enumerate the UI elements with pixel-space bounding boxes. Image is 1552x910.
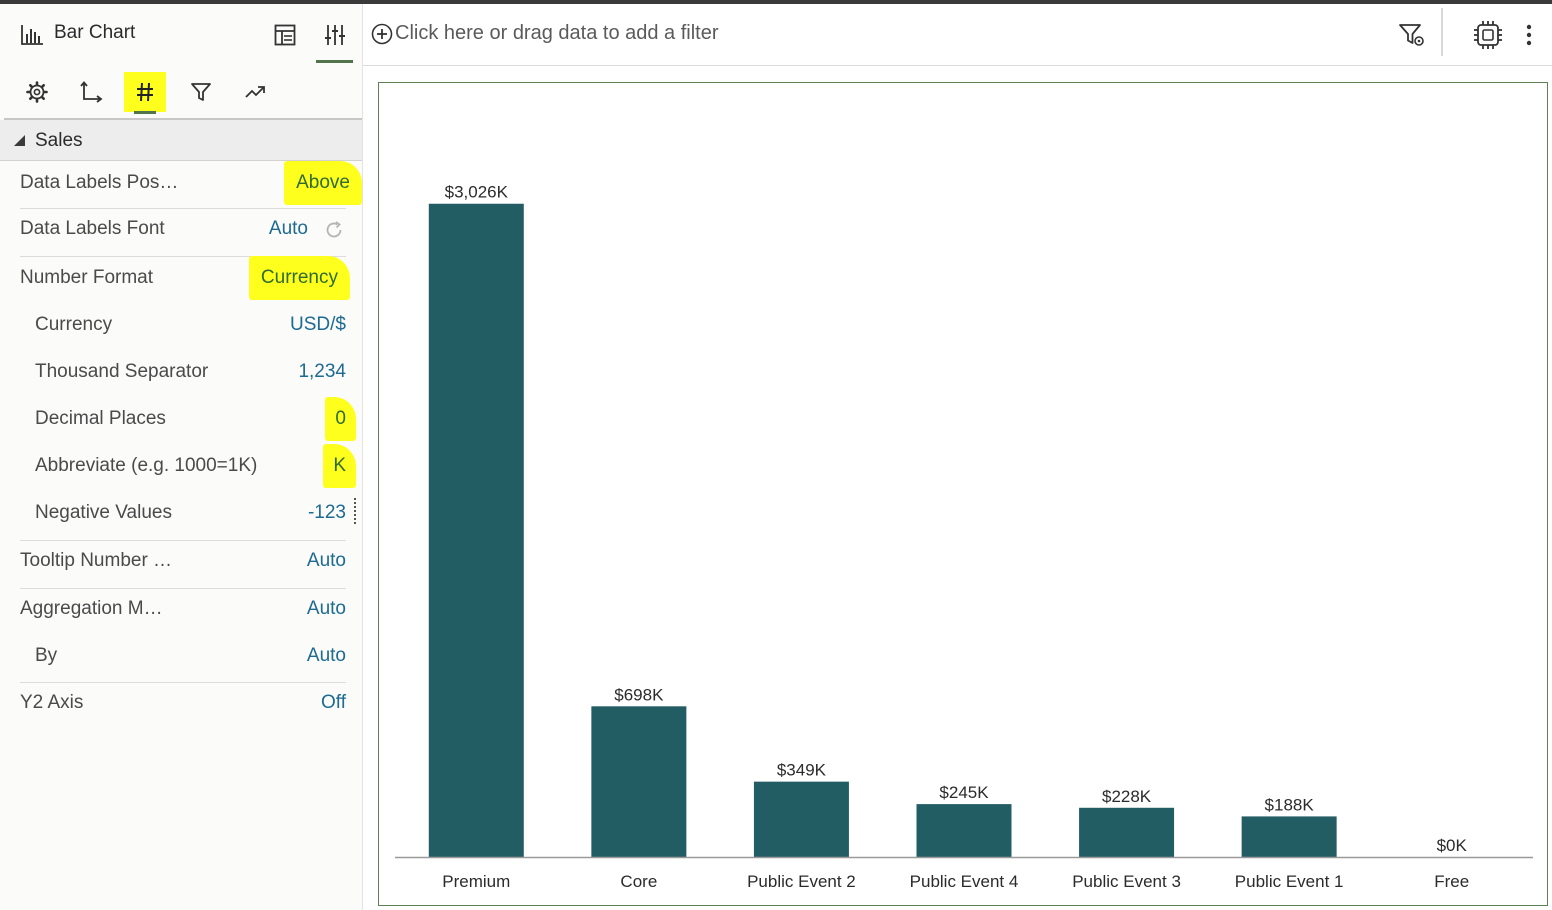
properties-panel: Bar Chart — [0, 4, 363, 910]
prop-label: Tooltip Number … — [20, 550, 173, 571]
add-filter-prompt[interactable]: Click here or drag data to add a filter — [395, 22, 719, 44]
row-divider — [20, 208, 346, 209]
grammar-icon — [274, 24, 296, 46]
filter-settings-icon[interactable] — [1397, 20, 1427, 50]
row-divider — [20, 256, 346, 257]
data-label-6: $0K — [1437, 836, 1468, 855]
prop-value-data-labels-font[interactable]: Auto — [268, 218, 308, 239]
prop-value-tooltip-number[interactable]: Auto — [306, 550, 346, 571]
top-border — [0, 0, 1552, 4]
prop-label: Data Labels Font — [20, 218, 165, 239]
filter-icon — [191, 83, 211, 101]
values-tab[interactable] — [124, 72, 166, 114]
prop-value-currency[interactable]: USD/$ — [290, 314, 346, 335]
collapse-triangle-icon — [14, 135, 25, 146]
bar-chart-icon — [21, 25, 43, 45]
chart-type-label[interactable]: Bar Chart — [54, 22, 136, 43]
prop-value-aggregation-method[interactable]: Auto — [306, 598, 346, 619]
row-divider — [20, 540, 346, 541]
prop-value-abbreviate[interactable]: K — [323, 444, 356, 488]
row-divider — [20, 682, 346, 683]
prop-value-decimal-places[interactable]: 0 — [325, 397, 356, 441]
prop-row-y2-axis: Y2 Axis Off — [0, 680, 362, 726]
prop-row-thousand-separator: Thousand Separator 1,234 — [0, 349, 362, 395]
prop-label: Thousand Separator — [35, 361, 209, 382]
hash-icon — [137, 82, 153, 102]
x-tick-label-2: Public Event 2 — [747, 872, 856, 891]
prop-value-number-format[interactable]: Currency — [248, 256, 350, 300]
panel-header: Bar Chart — [0, 4, 362, 64]
prop-row-negative-values: Negative Values -123 — [0, 490, 362, 536]
prop-label: Data Labels Pos… — [20, 172, 179, 193]
axis-tab[interactable] — [70, 72, 112, 112]
section-header-sales[interactable]: Sales — [0, 120, 362, 161]
add-circle-icon[interactable] — [371, 23, 393, 45]
bar-4[interactable] — [1079, 807, 1175, 857]
prop-row-decimal-places: Decimal Places 0 — [0, 396, 362, 442]
more-vertical-icon[interactable] — [1521, 20, 1537, 50]
analytics-tab[interactable] — [234, 72, 276, 112]
active-panel-indicator — [316, 60, 353, 63]
prop-value-by[interactable]: Auto — [306, 645, 346, 666]
data-label-4: $228K — [1102, 787, 1152, 806]
prop-row-number-format: Number Format Currency — [0, 255, 362, 301]
prop-row-by: By Auto — [0, 633, 362, 679]
reset-icon[interactable] — [324, 220, 344, 240]
prop-value-y2-axis[interactable]: Off — [321, 692, 346, 713]
prop-row-data-labels-position: Data Labels Pos… Above — [0, 160, 362, 206]
prop-label: Currency — [35, 314, 113, 335]
prop-label: Number Format — [20, 267, 154, 288]
axis-icon — [80, 81, 103, 103]
prop-value-data-labels-position[interactable]: Above — [284, 161, 362, 205]
filter-bar: Click here or drag data to add a filter — [363, 4, 1552, 66]
property-tabs — [0, 66, 362, 118]
x-tick-label-5: Public Event 1 — [1235, 872, 1344, 891]
bar-2[interactable] — [753, 781, 849, 857]
bar-chart: $3,026K Premium $698K Core $349K Public Event… — [395, 183, 1533, 891]
prop-label: Aggregation M… — [20, 598, 163, 619]
x-tick-label-6: Free — [1434, 872, 1469, 891]
grammar-panel-button[interactable] — [268, 18, 302, 52]
prop-label: Negative Values — [35, 502, 172, 523]
prop-label: Y2 Axis — [20, 692, 84, 713]
data-label-3: $245K — [939, 783, 989, 802]
properties-panel-button[interactable] — [318, 18, 352, 52]
auto-insights-icon[interactable] — [1473, 20, 1503, 50]
prop-row-abbreviate: Abbreviate (e.g. 1000=1K) K — [0, 443, 362, 489]
x-tick-label-4: Public Event 3 — [1072, 872, 1181, 891]
prop-row-data-labels-font: Data Labels Font Auto — [0, 206, 362, 252]
tabs-divider — [4, 118, 362, 120]
prop-row-aggregation-method: Aggregation M… Auto — [0, 586, 362, 632]
prop-label: By — [35, 645, 58, 666]
data-label-1: $698K — [614, 685, 664, 704]
general-tab[interactable] — [16, 72, 58, 112]
data-label-5: $188K — [1265, 795, 1315, 814]
row-divider — [20, 588, 346, 589]
section-label: Sales — [35, 130, 83, 151]
x-tick-label-1: Core — [620, 872, 657, 891]
data-label-0: $3,026K — [445, 183, 509, 202]
bar-3[interactable] — [916, 804, 1012, 857]
bar-5[interactable] — [1241, 816, 1337, 857]
prop-label: Abbreviate (e.g. 1000=1K) — [35, 455, 258, 476]
prop-row-currency: Currency USD/$ — [0, 302, 362, 348]
filter-bar-separator — [1441, 8, 1443, 56]
bar-0[interactable] — [428, 203, 524, 857]
gear-icon — [26, 81, 48, 103]
x-tick-label-3: Public Event 4 — [910, 872, 1019, 891]
sliders-icon — [325, 25, 345, 45]
prop-label: Decimal Places — [35, 408, 166, 429]
x-tick-label-0: Premium — [442, 872, 510, 891]
data-label-2: $349K — [777, 761, 827, 780]
resize-handle[interactable] — [354, 498, 358, 524]
prop-value-negative-values[interactable]: -123 — [307, 502, 346, 523]
trend-icon — [245, 86, 265, 98]
bar-1[interactable] — [591, 706, 687, 857]
prop-row-tooltip-number: Tooltip Number … Auto — [0, 538, 362, 584]
chart-canvas: $3,026K Premium $698K Core $349K Public Event… — [378, 82, 1548, 906]
filters-tab[interactable] — [180, 72, 222, 112]
prop-value-thousand-separator[interactable]: 1,234 — [298, 361, 346, 382]
